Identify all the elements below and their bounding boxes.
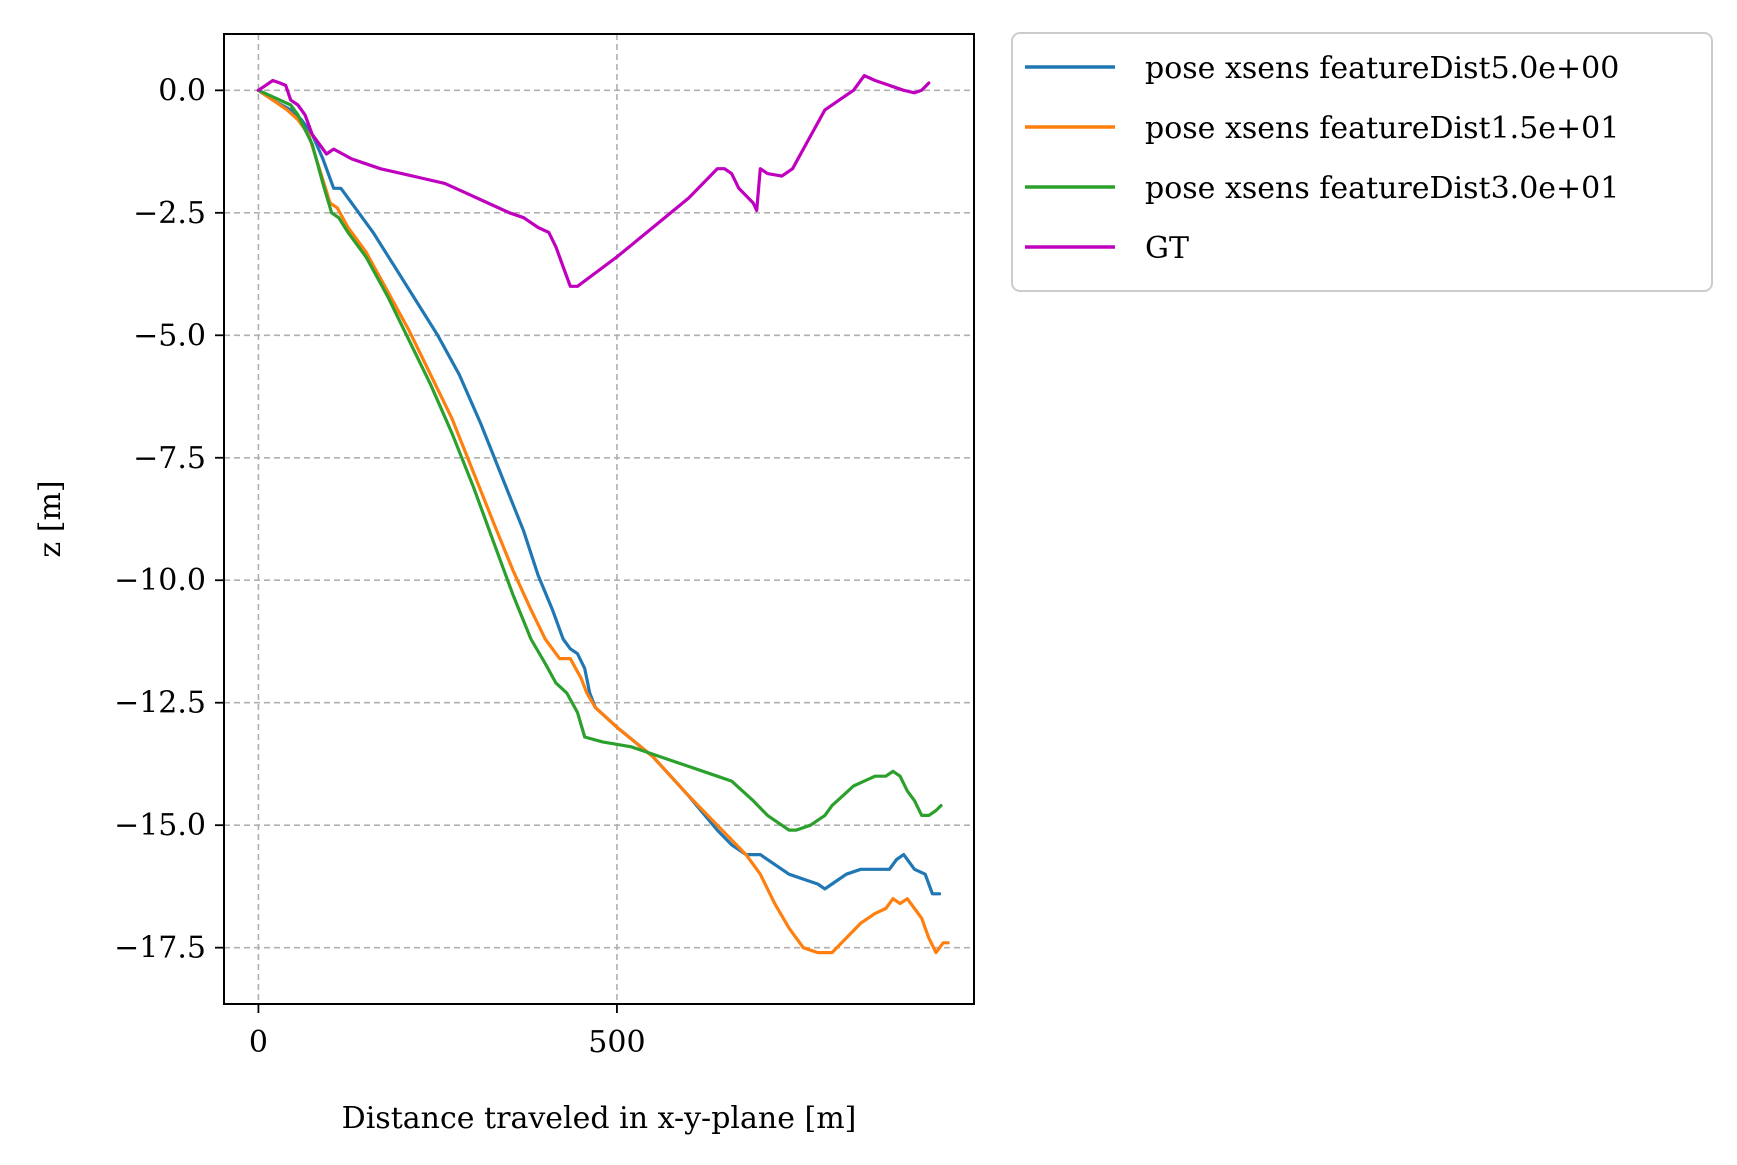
axis-ticks: 0.0 −2.5 −5.0 −7.5 −10.0 −12.5 −15.0 −17.5 0 500	[114, 73, 645, 1060]
legend-box	[1011, 32, 1713, 292]
grid-lines	[224, 34, 974, 1004]
y-tick-label: −10.0	[114, 563, 206, 598]
y-tick-label: −7.5	[133, 441, 206, 476]
y-tick-label: −17.5	[114, 931, 206, 966]
x-tick-label: 0	[249, 1025, 268, 1060]
y-tick-label: −12.5	[114, 686, 206, 721]
series-lines	[256, 74, 950, 955]
y-tick-label: 0.0	[158, 73, 206, 108]
series-line-3	[256, 88, 943, 832]
legend: pose xsens featureDist5.0e+00 pose xsens …	[1011, 32, 1713, 292]
series-line-2	[256, 88, 950, 955]
y-tick-label: −2.5	[133, 196, 206, 231]
y-axis-label: z [m]	[33, 480, 68, 557]
y-tick-label: −15.0	[114, 808, 206, 843]
x-tick-label: 500	[588, 1025, 645, 1060]
plot-area-frame	[223, 33, 975, 1005]
legend-label-3: pose xsens featureDist3.0e+01	[1145, 171, 1619, 206]
legend-label-4: GT	[1145, 231, 1189, 266]
y-tick-label: −5.0	[133, 318, 206, 353]
legend-label-2: pose xsens featureDist1.5e+01	[1145, 111, 1619, 146]
series-line-4	[256, 74, 931, 288]
x-axis-label: Distance traveled in x-y-plane [m]	[342, 1101, 857, 1136]
legend-label-1: pose xsens featureDist5.0e+00	[1145, 51, 1619, 86]
